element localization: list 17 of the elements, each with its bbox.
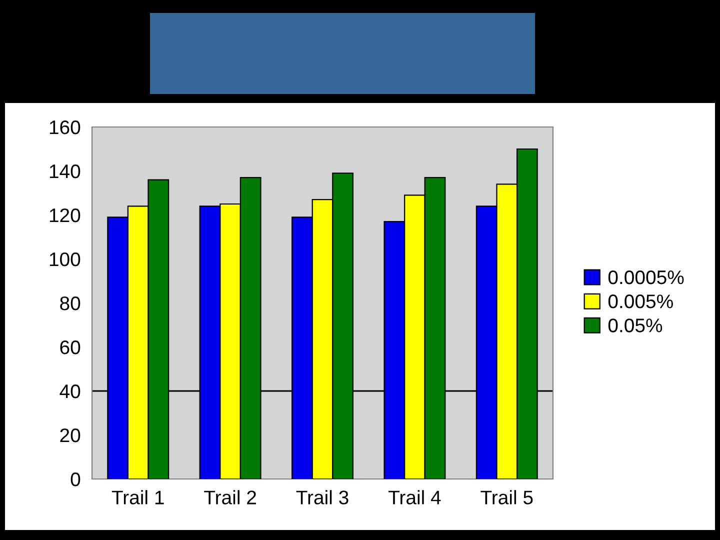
legend-label: 0.0005% [608,270,684,284]
y-tick-label: 120 [50,208,80,222]
y-tick-label: 20 [60,428,80,442]
y-tick-label: 40 [60,384,80,398]
x-tick-label: Trail 5 [480,490,533,504]
x-tick-label: Trail 3 [296,490,348,504]
y-tick-label: 80 [60,296,80,310]
x-tick-label: Trail 1 [112,490,164,504]
y-tick-label: 140 [50,164,80,178]
y-tick-label: 100 [50,252,80,266]
x-tick-label: Trail 4 [388,490,441,504]
legend-label: 0.05% [608,318,662,332]
y-tick-label: 0 [70,472,80,486]
x-tick-label: Trail 2 [204,490,256,504]
y-tick-label: 160 [50,120,80,134]
y-tick-label: 60 [60,340,80,354]
legend-label: 0.005% [608,294,673,308]
